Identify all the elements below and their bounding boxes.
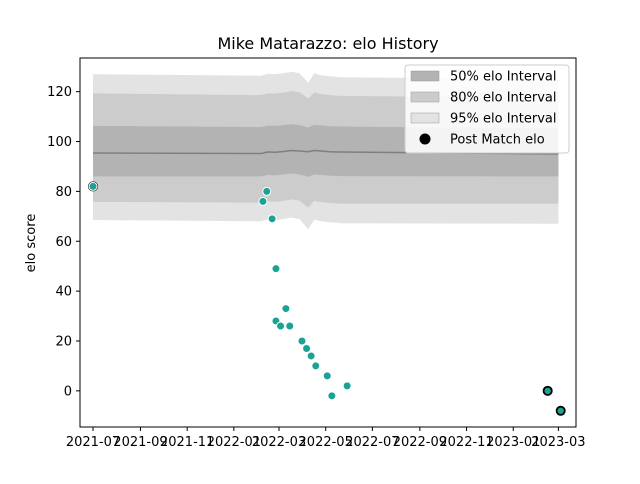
legend-swatch: [410, 70, 440, 82]
legend-swatch: [410, 112, 440, 124]
x-tick-label: 2023-01: [486, 435, 540, 450]
x-tick-label: 2021-07: [66, 435, 120, 450]
legend-label: 80% elo Interval: [450, 91, 557, 106]
x-tick-label: 2022-11: [439, 435, 493, 450]
legend-label: 95% elo Interval: [450, 112, 557, 127]
data-point: [267, 214, 277, 224]
x-tick-label: 2022-07: [345, 435, 399, 450]
legend-marker: [419, 133, 431, 145]
x-tick-label: 2022-01: [207, 435, 261, 450]
data-point: [262, 186, 272, 196]
data-point: [285, 321, 295, 331]
data-point: [297, 336, 307, 346]
data-point: [258, 196, 268, 206]
mean-elo-line: [93, 149, 559, 155]
data-point: [311, 361, 321, 371]
data-point: [271, 264, 281, 274]
legend-swatch: [410, 91, 440, 103]
x-tick-label: 2023-03: [531, 435, 585, 450]
x-tick-label: 2021-09: [113, 435, 167, 450]
chart-title: Mike Matarazzo: elo History: [217, 34, 438, 53]
mean-line: [93, 149, 559, 155]
y-axis: 0 20 40 60 80 100 120: [47, 85, 80, 399]
data-point: [302, 343, 312, 353]
y-tick-label: 0: [64, 384, 72, 399]
plot-area-frame: [79, 57, 577, 428]
y-tick-label: 120: [47, 85, 72, 100]
legend-label: Post Match elo: [450, 133, 545, 148]
data-point: [322, 371, 332, 381]
legend-label: 50% elo Interval: [450, 70, 557, 85]
y-tick-label: 100: [47, 135, 72, 150]
y-tick-label: 20: [55, 334, 72, 349]
data-point: [88, 181, 98, 191]
y-tick-label: 40: [55, 285, 72, 300]
legend: 50% elo Interval 80% elo Interval 95% elo …: [404, 64, 570, 154]
y-tick-label: 60: [55, 235, 72, 250]
data-point: [276, 321, 286, 331]
legend-box: [404, 64, 570, 154]
y-tick-label: 80: [55, 185, 72, 200]
data-point: [306, 351, 316, 361]
y-axis-label: elo score: [24, 214, 39, 273]
x-tick-label: 2022-09: [393, 435, 447, 450]
x-axis: 2021-072021-092021-112022-012022-032022-…: [66, 427, 586, 450]
post-match-points: [88, 181, 566, 416]
data-point: [342, 381, 352, 391]
x-tick-label: 2021-11: [160, 435, 214, 450]
x-tick-label: 2022-05: [299, 435, 353, 450]
x-tick-label: 2022-03: [252, 435, 306, 450]
data-point: [327, 391, 337, 401]
data-point: [281, 304, 291, 314]
data-point: [557, 407, 564, 414]
data-point: [544, 387, 551, 395]
